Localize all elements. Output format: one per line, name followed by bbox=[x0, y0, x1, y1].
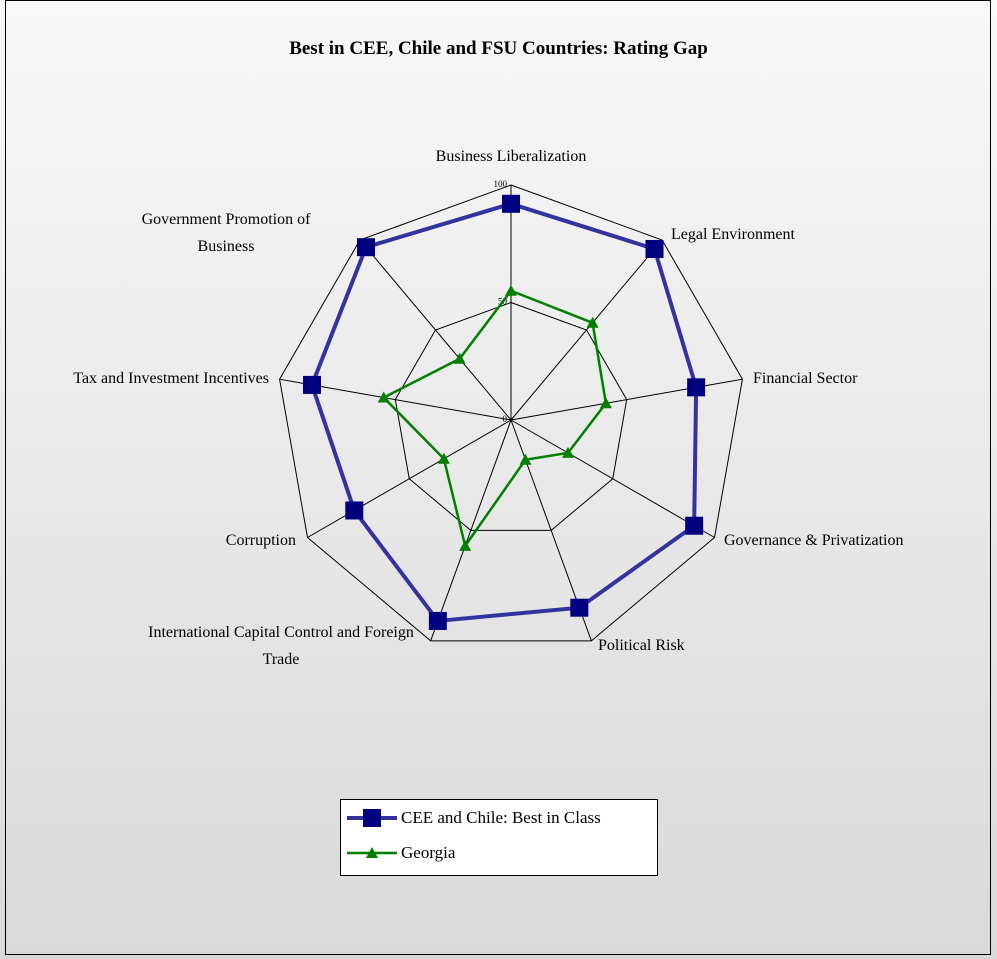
spoke bbox=[510, 239, 663, 421]
marker bbox=[586, 316, 599, 328]
marker bbox=[302, 375, 321, 394]
legend-label: Georgia bbox=[401, 843, 456, 862]
marker bbox=[459, 539, 472, 551]
marker bbox=[377, 391, 390, 403]
marker bbox=[687, 378, 706, 397]
series-line bbox=[309, 201, 699, 624]
chart-title: Best in CEE, Chile and FSU Countries: Ra… bbox=[289, 38, 708, 59]
spoke bbox=[510, 378, 743, 421]
spoke bbox=[430, 419, 512, 641]
grid-ring bbox=[394, 301, 628, 531]
frame bbox=[5, 0, 991, 955]
marker bbox=[356, 238, 375, 257]
marker bbox=[345, 501, 364, 520]
marker bbox=[519, 453, 532, 465]
legend-swatch bbox=[347, 809, 397, 827]
r-tick-label: 100 bbox=[494, 179, 508, 189]
spoke bbox=[510, 419, 715, 538]
category-label: Business Liberalization bbox=[435, 148, 587, 165]
spoke bbox=[307, 419, 512, 538]
marker bbox=[570, 598, 589, 617]
legend-item: CEE and Chile: Best in Class bbox=[341, 803, 601, 833]
marker bbox=[505, 284, 517, 296]
marker bbox=[453, 352, 466, 364]
marker bbox=[599, 397, 612, 409]
marker bbox=[502, 194, 520, 213]
category-label: Corruption bbox=[225, 532, 296, 549]
marker bbox=[645, 239, 664, 258]
legend-label: CEE and Chile: Best in Class bbox=[401, 808, 601, 827]
category-label: Legal Environment bbox=[671, 226, 795, 243]
category-label: Political Risk bbox=[598, 637, 685, 654]
category-label: Financial Sector bbox=[753, 370, 858, 387]
legend-item: Georgia bbox=[341, 838, 455, 868]
marker bbox=[428, 611, 447, 630]
marker bbox=[437, 452, 450, 464]
legend: CEE and Chile: Best in Class Georgia bbox=[340, 799, 658, 876]
legend-swatch bbox=[347, 847, 397, 858]
category-label: Government Promotion of Business bbox=[141, 211, 311, 255]
marker bbox=[685, 516, 704, 535]
category-label: International Capital Control and Foreig… bbox=[148, 624, 414, 668]
category-label: Governance & Privatization bbox=[724, 532, 904, 549]
spoke bbox=[359, 239, 512, 421]
marker bbox=[363, 809, 381, 827]
category-label: Tax and Investment Incentives bbox=[73, 370, 269, 387]
marker bbox=[366, 847, 378, 858]
marker bbox=[561, 446, 574, 458]
grid-ring bbox=[279, 184, 743, 642]
series-line bbox=[381, 289, 608, 549]
